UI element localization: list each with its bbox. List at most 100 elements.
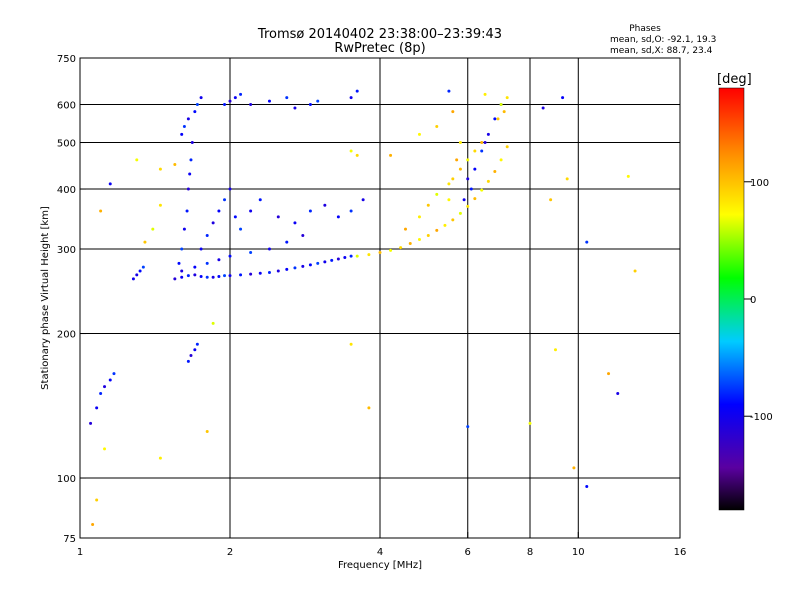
data-point-o xyxy=(308,209,312,213)
x-tick-label: 6 xyxy=(465,547,471,558)
y-tick-label: 600 xyxy=(57,101,76,112)
y-tick-label: 400 xyxy=(57,185,76,196)
data-point-o xyxy=(585,240,589,244)
data-point-o xyxy=(189,158,193,162)
data-point-x xyxy=(451,110,455,114)
data-point-x xyxy=(499,158,503,162)
data-point-x xyxy=(158,167,162,171)
data-point-x xyxy=(426,203,430,207)
data-point-x xyxy=(355,254,359,258)
data-point-x xyxy=(572,466,576,470)
data-point-x xyxy=(607,372,611,376)
data-point-x xyxy=(480,141,484,145)
data-point-o xyxy=(585,485,589,489)
data-point-o xyxy=(205,275,209,279)
x-tick-label: 4 xyxy=(377,547,383,558)
data-point-x xyxy=(499,103,503,107)
data-point-o xyxy=(330,258,334,262)
data-point-x xyxy=(91,523,95,527)
data-point-x xyxy=(565,177,569,181)
data-point-x xyxy=(505,145,509,149)
data-point-o xyxy=(228,99,232,103)
colorbar xyxy=(718,87,745,511)
data-point-x xyxy=(367,253,371,257)
data-point-o xyxy=(361,198,365,202)
data-point-o xyxy=(349,209,353,213)
data-point-x xyxy=(458,141,462,145)
colorbar-tick-label: -100 xyxy=(750,412,773,423)
data-point-o xyxy=(258,271,262,275)
data-point-o xyxy=(223,103,227,107)
data-point-x xyxy=(99,209,103,213)
data-point-o xyxy=(323,260,327,264)
data-point-o xyxy=(466,177,470,181)
data-point-o xyxy=(199,96,203,100)
data-point-o xyxy=(228,274,232,278)
colorbar-tick-label: 0 xyxy=(750,295,756,306)
data-point-o xyxy=(493,117,497,121)
data-point-o xyxy=(355,89,359,93)
data-point-x xyxy=(349,149,353,153)
data-point-x xyxy=(443,223,447,227)
data-point-o xyxy=(186,187,190,191)
data-point-o xyxy=(323,203,327,207)
data-point-x xyxy=(417,132,421,136)
data-point-o xyxy=(316,99,320,103)
data-point-o xyxy=(473,167,477,171)
data-point-x xyxy=(399,246,403,250)
data-point-o xyxy=(199,247,203,251)
data-point-o xyxy=(186,117,190,121)
data-point-o xyxy=(249,272,253,276)
x-ticks: 1 2 4 6 8 10 16 xyxy=(77,532,686,558)
data-point-o xyxy=(267,271,271,275)
data-point-o xyxy=(239,273,243,277)
data-point-x xyxy=(205,430,209,434)
data-point-x xyxy=(496,117,500,121)
data-point-o xyxy=(308,103,312,107)
data-point-x xyxy=(417,215,421,219)
data-point-x xyxy=(549,198,553,202)
data-point-o xyxy=(285,96,289,100)
data-point-o xyxy=(349,96,353,100)
x-tick-label: 8 xyxy=(527,547,533,558)
data-point-x xyxy=(103,447,107,451)
data-point-x xyxy=(455,158,459,162)
data-point-x xyxy=(502,110,506,114)
data-point-x xyxy=(528,421,532,425)
data-point-o xyxy=(301,264,305,268)
y-axis-label: Stationary phase Virtual Height [km] xyxy=(40,206,51,390)
data-point-x xyxy=(211,321,215,325)
data-point-o xyxy=(285,267,289,271)
data-point-o xyxy=(195,342,199,346)
data-point-o xyxy=(276,269,280,273)
data-point-o xyxy=(233,96,237,100)
data-point-o xyxy=(180,269,184,273)
data-point-o xyxy=(217,274,221,278)
stats-line-o: mean, sd,O: -92.1, 19.3 xyxy=(610,35,716,45)
data-point-o xyxy=(103,385,107,389)
data-point-o xyxy=(293,221,297,225)
data-point-x xyxy=(355,153,359,157)
colorbar-tick-label: 100 xyxy=(750,178,769,189)
data-points xyxy=(89,89,637,527)
data-point-o xyxy=(267,99,271,103)
data-point-o xyxy=(486,132,490,136)
data-point-o xyxy=(193,110,197,114)
data-point-o xyxy=(138,269,142,273)
data-point-x xyxy=(473,149,477,153)
data-point-o xyxy=(193,348,197,352)
data-point-o xyxy=(180,275,184,279)
data-point-o xyxy=(462,198,466,202)
data-point-x xyxy=(426,234,430,238)
chart-title: Tromsø 20140402 23:38:00–23:39:43 xyxy=(257,27,502,42)
stats-line-x: mean, sd,X: 88.7, 23.4 xyxy=(610,46,713,56)
data-point-o xyxy=(239,227,243,231)
data-point-x xyxy=(466,158,470,162)
data-point-o xyxy=(480,149,484,153)
data-point-o xyxy=(211,275,215,279)
data-point-o xyxy=(180,247,184,251)
data-point-o xyxy=(188,172,192,176)
data-point-x xyxy=(451,177,455,181)
data-point-o xyxy=(285,240,289,244)
